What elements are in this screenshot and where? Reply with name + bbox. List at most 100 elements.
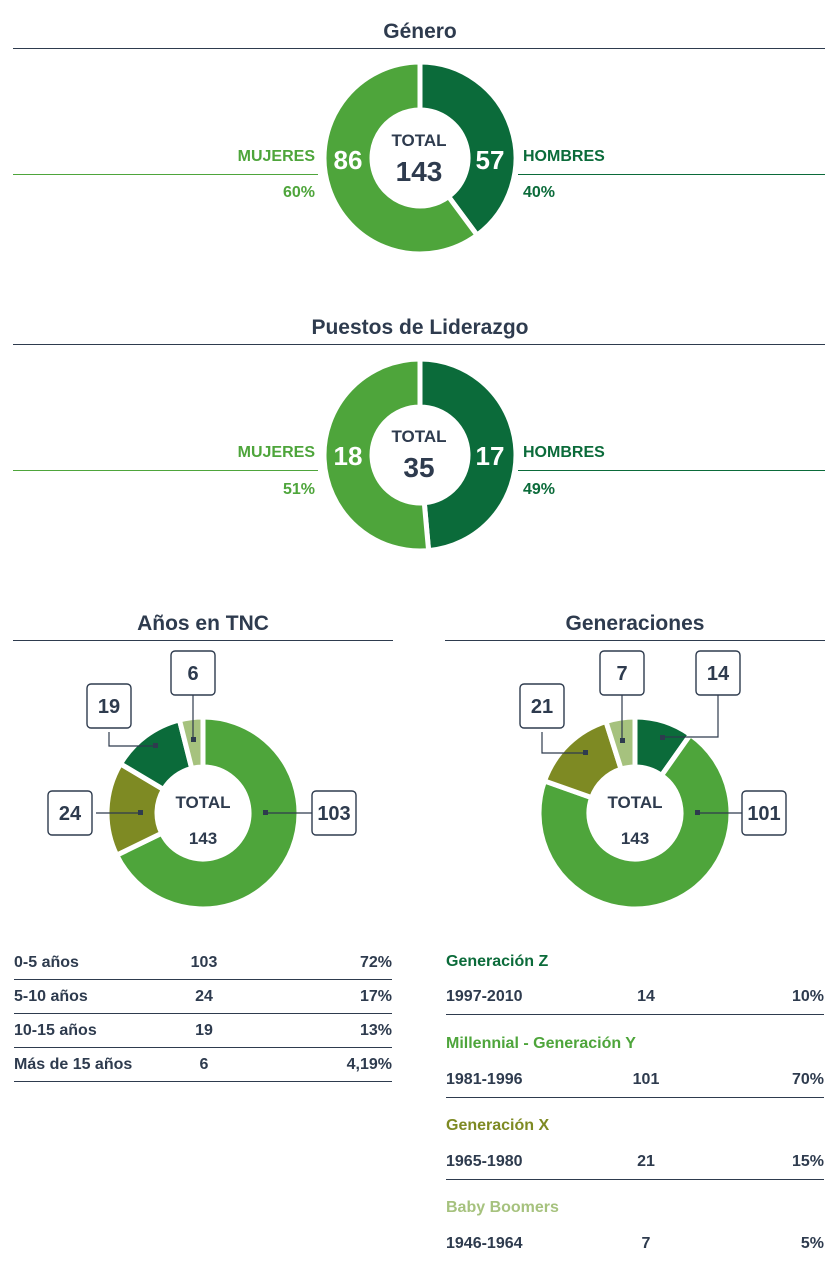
genero-total-label: TOTAL [391,131,446,150]
anos-table: 0-5 años 103 72% 5-10 años 24 17% 10-15 … [14,946,392,1086]
liderazgo-total-label: TOTAL [391,427,446,446]
generation-value: 21 [637,1152,655,1170]
anos-callout-6: 6 [187,663,198,685]
genero-title-rule [13,48,825,49]
generaciones-title-rule [445,640,825,641]
liderazgo-women-pct: 51% [282,481,315,498]
generation-sep [446,1179,824,1180]
genero-men-value: 57 [476,145,505,175]
genero-men-label: HOMBRES [523,148,605,165]
anos-row-sep [14,1081,392,1082]
gen-leader-21 [541,732,585,754]
liderazgo-women-label: MUJERES [237,444,315,461]
anos-row-label: Más de 15 años [14,1055,133,1073]
liderazgo-men-value: 17 [476,441,505,471]
generation-pct: 70% [791,1070,824,1088]
generation-value: 14 [637,987,655,1005]
gen-leader-14 [662,695,719,738]
liderazgo-left-rule [13,470,318,471]
anos-callout-24-box [47,790,93,836]
genero-right-rule [518,174,825,175]
anos-callout-103-box [311,790,357,836]
generation-pct: 10% [791,987,824,1005]
anos-row-sep [14,979,392,980]
generaciones-donut: 101 21 7 14 TOTAL 143 [519,650,787,912]
generaciones-title: Generaciones [565,612,705,635]
gen-callout-14: 14 [707,663,730,685]
liderazgo-total-value: 35 [403,452,434,483]
generation-row: 1981-1996 101 70% [446,1063,824,1096]
anos-row: 5-10 años 24 17% [14,980,392,1013]
generation-name: Generación Z [446,953,549,970]
generaciones-slice-3 [602,714,638,773]
generation-pct: 5% [800,1234,824,1252]
gen-dot-101 [695,810,700,815]
generation-years: 1997-2010 [446,987,523,1005]
generaciones-slice-1 [536,731,734,912]
anos-slice-0 [113,714,302,912]
anos-callout-6-box [170,650,216,696]
anos-row-value: 103 [190,953,218,971]
generation-name: Millennial - Generación Y [446,1035,636,1052]
anos-row-label: 0-5 años [14,953,79,971]
generation-sep [446,1097,824,1098]
anos-row: Más de 15 años 6 4,19% [14,1048,392,1081]
generaciones-total-label: TOTAL [607,793,662,812]
gen-callout-7: 7 [616,663,627,685]
liderazgo-slice-1 [321,356,432,554]
genero-men-pct: 40% [523,184,556,201]
generation-sep [446,1014,824,1015]
generaciones-total-value: 143 [621,829,649,848]
anos-row-sep [14,1047,392,1048]
liderazgo-title-rule [13,344,825,345]
anos-leader-19 [108,732,155,747]
anos-row-value: 6 [199,1055,209,1073]
generation-pct: 15% [791,1152,824,1170]
anos-dot-19 [153,743,158,748]
anos-dot-24 [138,810,143,815]
generation-row: 1997-2010 14 10% [446,980,824,1013]
anos-callout-19-box [86,683,132,729]
genero-slice-0 [417,59,519,239]
gen-dot-7 [620,738,625,743]
anos-total-label: TOTAL [175,793,230,812]
gen-callout-101: 101 [747,803,780,825]
anos-row-value: 24 [195,987,213,1005]
anos-total-value: 143 [189,829,217,848]
anos-callout-19: 19 [98,696,120,718]
genero-total-value: 143 [396,156,443,187]
generaciones-slices [536,714,734,912]
genero-title: Género [383,20,457,43]
liderazgo-slice-0 [417,356,519,554]
liderazgo-men-pct: 49% [523,481,556,498]
liderazgo-men-label: HOMBRES [523,444,605,461]
liderazgo-right-rule [518,470,825,471]
liderazgo-slices [321,356,519,554]
anos-donut: 103 24 19 6 TOTAL 143 [47,650,357,912]
anos-row-pct: 72% [359,953,392,971]
anos-slice-3 [176,714,206,772]
genero-slices [321,59,519,257]
anos-row-label: 10-15 años [14,1021,97,1039]
generation-years: 1981-1996 [446,1070,523,1088]
anos-row-pct: 13% [359,1021,392,1039]
liderazgo-title: Puestos de Liderazgo [311,316,529,339]
anos-row-label: 5-10 años [14,987,88,1005]
gen-dot-21 [583,750,588,755]
anos-callout-103: 103 [317,803,350,825]
anos-callout-24: 24 [59,803,82,825]
generation-row: 1965-1980 21 15% [446,1145,824,1178]
genero-women-value: 86 [334,145,363,175]
generation-value: 7 [641,1234,651,1252]
anos-title: Años en TNC [137,612,269,635]
anos-row-sep [14,1013,392,1014]
anos-dot-103 [263,810,268,815]
generation-years: 1965-1980 [446,1152,523,1170]
generation-row: 1946-1964 7 5% [446,1227,824,1260]
genero-slice-1 [321,59,481,257]
generation-years: 1946-1964 [446,1234,523,1252]
anos-title-rule [13,640,393,641]
gen-callout-21-box [519,683,565,729]
gen-callout-7-box [599,650,645,696]
genero-left-rule [13,174,318,175]
